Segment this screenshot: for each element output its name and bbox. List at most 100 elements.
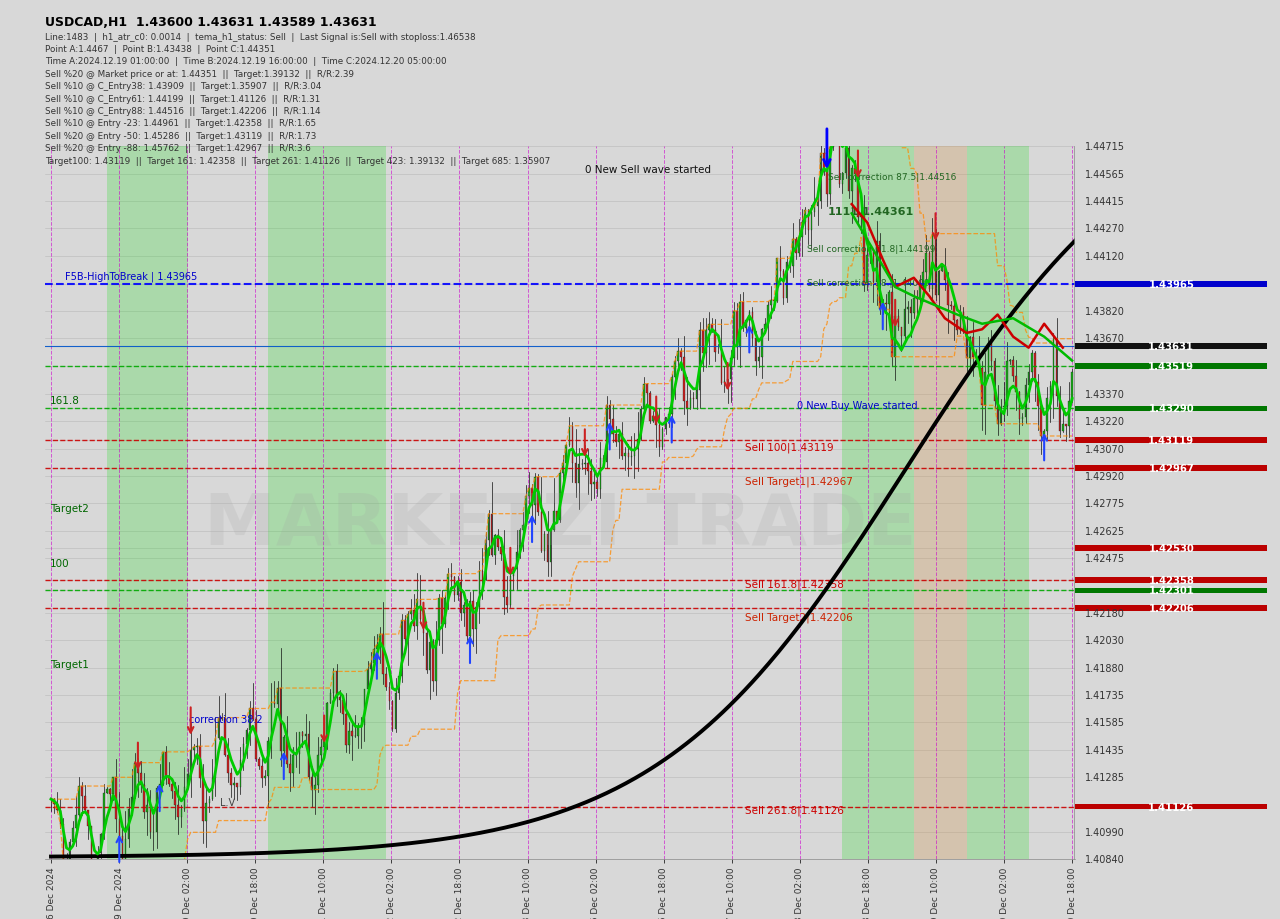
Text: 1.43631: 1.43631 bbox=[1148, 341, 1194, 351]
Bar bbox=[544, 535, 545, 551]
Bar bbox=[559, 473, 561, 521]
Bar bbox=[913, 299, 915, 314]
Bar bbox=[466, 606, 467, 636]
Bar bbox=[475, 607, 477, 630]
Bar bbox=[795, 240, 796, 254]
FancyBboxPatch shape bbox=[1075, 606, 1267, 611]
Bar bbox=[307, 734, 310, 777]
Bar bbox=[786, 263, 787, 299]
Text: Sell 100|1.43119: Sell 100|1.43119 bbox=[745, 442, 835, 453]
Text: Sell %10 @ C_Entry61: 1.44199  ||  Target:1.41126  ||  R/R:1.31: Sell %10 @ C_Entry61: 1.44199 || Target:… bbox=[45, 95, 320, 104]
Text: 1.41435: 1.41435 bbox=[1085, 745, 1125, 754]
Bar bbox=[780, 259, 781, 271]
Text: 1.44565: 1.44565 bbox=[1085, 170, 1125, 179]
Bar bbox=[435, 641, 436, 681]
Bar bbox=[311, 777, 312, 789]
Bar bbox=[1069, 402, 1070, 426]
Bar bbox=[367, 669, 369, 689]
Bar bbox=[1041, 407, 1042, 437]
Bar bbox=[416, 600, 419, 626]
Bar bbox=[575, 463, 576, 483]
Text: Target1: Target1 bbox=[50, 660, 88, 669]
Bar bbox=[113, 777, 114, 794]
Bar bbox=[904, 310, 905, 336]
Bar bbox=[960, 313, 961, 331]
Bar bbox=[78, 786, 79, 815]
Bar bbox=[172, 785, 173, 791]
Bar bbox=[714, 331, 716, 353]
Bar bbox=[404, 621, 406, 639]
Bar bbox=[577, 465, 580, 483]
Bar bbox=[801, 223, 803, 238]
Text: Time A:2024.12.19 01:00:00  |  Time B:2024.12.19 16:00:00  |  Time C:2024.12.20 : Time A:2024.12.19 01:00:00 | Time B:2024… bbox=[45, 57, 447, 66]
Bar bbox=[771, 301, 772, 305]
Bar bbox=[292, 755, 294, 773]
Bar bbox=[590, 471, 591, 484]
Bar bbox=[649, 393, 650, 422]
Bar bbox=[932, 234, 933, 289]
Bar bbox=[470, 602, 471, 636]
Text: 1.43070: 1.43070 bbox=[1085, 445, 1125, 454]
Bar bbox=[488, 514, 489, 540]
Bar bbox=[562, 463, 564, 473]
Text: 1.42530: 1.42530 bbox=[1148, 544, 1194, 553]
Bar bbox=[270, 702, 273, 741]
Bar bbox=[289, 764, 291, 773]
Bar bbox=[906, 308, 909, 310]
Text: correction 38.2: correction 38.2 bbox=[189, 715, 262, 724]
Bar bbox=[497, 536, 499, 547]
Bar bbox=[1071, 372, 1073, 402]
FancyBboxPatch shape bbox=[1075, 465, 1267, 471]
Bar bbox=[246, 730, 247, 744]
Text: Target2: Target2 bbox=[50, 504, 88, 513]
Bar bbox=[708, 325, 709, 331]
Bar bbox=[888, 292, 890, 305]
Text: USDCAD,H1  1.43600 1.43631 1.43589 1.43631: USDCAD,H1 1.43600 1.43631 1.43589 1.4363… bbox=[45, 16, 376, 28]
Bar bbox=[401, 621, 402, 676]
Bar bbox=[690, 399, 691, 409]
Bar bbox=[168, 776, 170, 785]
Bar bbox=[1056, 339, 1057, 397]
Bar bbox=[947, 280, 948, 306]
Bar bbox=[566, 445, 567, 463]
Bar bbox=[701, 331, 704, 354]
Bar bbox=[817, 202, 818, 207]
Bar bbox=[1012, 360, 1014, 377]
Bar bbox=[215, 739, 216, 778]
Text: Sell %20 @ Entry -50: 1.45286  ||  Target:1.43119  ||  R/R:1.73: Sell %20 @ Entry -50: 1.45286 || Target:… bbox=[45, 131, 316, 141]
Bar bbox=[634, 450, 635, 456]
Bar bbox=[740, 302, 741, 347]
FancyBboxPatch shape bbox=[1075, 577, 1267, 583]
Bar bbox=[513, 570, 515, 576]
Bar bbox=[810, 212, 813, 231]
Bar bbox=[891, 292, 893, 357]
Bar bbox=[895, 316, 896, 357]
Text: 1.40840: 1.40840 bbox=[1085, 855, 1125, 864]
Bar bbox=[287, 737, 288, 764]
Text: 1.43119: 1.43119 bbox=[1148, 436, 1194, 446]
Bar bbox=[276, 688, 278, 705]
Bar bbox=[444, 598, 445, 624]
Bar bbox=[646, 384, 648, 393]
Bar bbox=[631, 456, 632, 458]
Bar bbox=[705, 331, 707, 354]
Bar bbox=[1065, 425, 1066, 426]
Bar bbox=[442, 598, 443, 624]
Text: 1.42625: 1.42625 bbox=[1085, 527, 1125, 536]
Bar bbox=[411, 610, 412, 615]
Bar bbox=[901, 328, 902, 336]
FancyBboxPatch shape bbox=[1075, 282, 1267, 288]
Bar bbox=[76, 815, 77, 828]
Text: 1.42206: 1.42206 bbox=[1148, 603, 1194, 613]
Bar bbox=[954, 307, 955, 321]
Bar bbox=[594, 483, 595, 484]
Text: MARKETZI TRADE: MARKETZI TRADE bbox=[204, 490, 916, 559]
Bar bbox=[305, 734, 306, 736]
Bar bbox=[431, 642, 434, 681]
Bar bbox=[547, 535, 548, 562]
Bar bbox=[851, 169, 852, 192]
Bar bbox=[966, 331, 968, 358]
Bar bbox=[605, 405, 607, 462]
Bar bbox=[93, 870, 95, 876]
Bar bbox=[792, 240, 794, 267]
